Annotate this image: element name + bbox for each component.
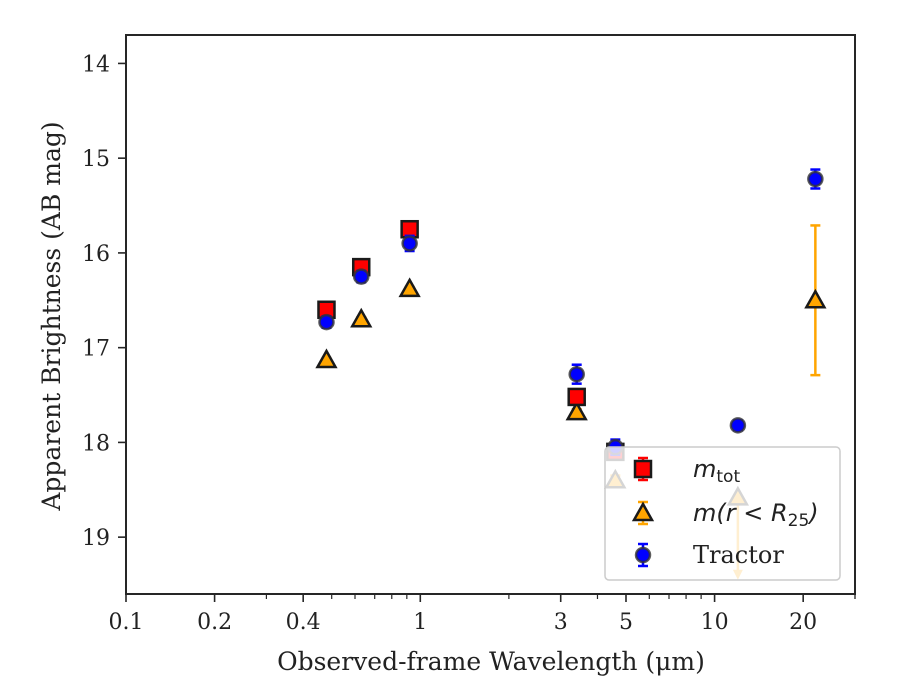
x-tick-label: 0.1 bbox=[109, 610, 144, 635]
circle-marker bbox=[352, 268, 370, 285]
x-tick-label: 20 bbox=[789, 610, 817, 635]
triangle-marker bbox=[565, 400, 588, 421]
data-point bbox=[807, 170, 824, 188]
x-tick-label: 5 bbox=[619, 610, 633, 635]
data-point bbox=[729, 417, 747, 434]
y-tick-label: 14 bbox=[82, 52, 110, 77]
x-tick-label: 0.4 bbox=[286, 610, 321, 635]
data-point bbox=[318, 313, 335, 331]
legend-entry: m(r < R25) bbox=[631, 499, 819, 531]
y-tick-label: 18 bbox=[82, 431, 110, 456]
data-point bbox=[398, 277, 421, 298]
data-point bbox=[568, 365, 585, 383]
x-tick-label: 10 bbox=[701, 610, 729, 635]
data-point bbox=[804, 288, 827, 309]
y-tick-label: 19 bbox=[82, 526, 110, 551]
y-axis-title: Apparent Brightness (AB mag) bbox=[37, 121, 66, 511]
legend-marker bbox=[631, 501, 655, 522]
triangle-marker bbox=[804, 288, 827, 309]
triangle-marker bbox=[315, 348, 338, 369]
legend-marker bbox=[634, 546, 652, 564]
axes: 0.1 0.2 0.4 1 3 5 10 20 14 15 16 17 18 19 bbox=[82, 34, 856, 635]
x-tick-label: 1 bbox=[413, 610, 427, 635]
triangle-marker bbox=[398, 277, 421, 298]
data-point bbox=[352, 268, 370, 285]
axes-frame bbox=[125, 34, 856, 595]
triangle-marker bbox=[350, 307, 373, 328]
circle-marker bbox=[401, 235, 418, 252]
legend-marker bbox=[633, 459, 653, 479]
x-tick-label: 3 bbox=[554, 610, 568, 635]
legend-entry: Tractor bbox=[634, 541, 784, 569]
data-point bbox=[350, 307, 373, 328]
circle-marker bbox=[729, 417, 747, 434]
circle-marker bbox=[634, 546, 652, 564]
data-point bbox=[567, 387, 586, 407]
triangle-marker bbox=[631, 501, 655, 522]
circle-marker bbox=[318, 313, 335, 331]
y-tick-label: 16 bbox=[82, 242, 110, 267]
legend-box bbox=[604, 446, 841, 581]
y-tick-label: 15 bbox=[82, 147, 110, 172]
legend-label: Tractor bbox=[693, 541, 784, 569]
circle-marker bbox=[807, 170, 824, 188]
data-point bbox=[565, 400, 588, 421]
data-point bbox=[401, 235, 418, 252]
data-point bbox=[315, 348, 338, 369]
y-tick-label: 17 bbox=[82, 337, 110, 362]
x-tick-label: 0.2 bbox=[197, 610, 232, 635]
circle-marker bbox=[568, 365, 585, 383]
x-axis-title: Observed-frame Wavelength (μm) bbox=[277, 647, 705, 676]
square-marker bbox=[567, 387, 586, 407]
square-marker bbox=[633, 459, 653, 479]
